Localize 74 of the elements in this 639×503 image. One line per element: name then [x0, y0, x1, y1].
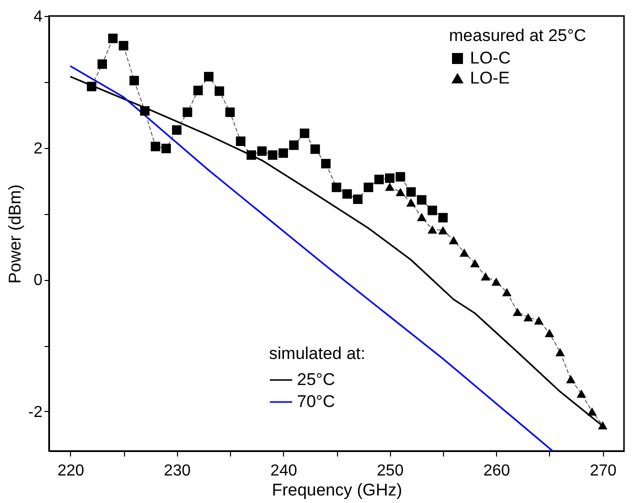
- point: [491, 278, 501, 286]
- point: [278, 148, 288, 158]
- point: [236, 136, 246, 146]
- legend-label: 25°C: [297, 370, 335, 389]
- point: [438, 212, 448, 222]
- point: [416, 195, 426, 205]
- point: [587, 407, 597, 416]
- point: [321, 158, 331, 168]
- x-tick-label: 270: [590, 462, 617, 480]
- point: [416, 212, 426, 222]
- point: [150, 142, 160, 152]
- point: [544, 328, 554, 338]
- x-axis-title: Frequency (GHz): [272, 480, 402, 500]
- point: [396, 172, 406, 182]
- point: [214, 86, 224, 96]
- point: [396, 188, 406, 196]
- y-axis-title: Power (dBm): [5, 184, 24, 284]
- point: [598, 421, 608, 430]
- point: [193, 86, 203, 96]
- point: [172, 125, 182, 135]
- point: [480, 272, 490, 280]
- legend-title: measured at 25°C: [449, 26, 586, 45]
- point: [576, 390, 586, 398]
- point: [129, 76, 139, 86]
- point: [566, 375, 576, 384]
- point: [268, 150, 278, 160]
- line-series: [69, 65, 554, 452]
- x-tick-label: 240: [270, 462, 298, 480]
- point: [385, 182, 394, 191]
- point: [428, 225, 438, 234]
- point: [448, 236, 458, 244]
- x-tick-label: 230: [164, 462, 191, 480]
- point: [108, 34, 118, 44]
- legend-label: 70°C: [297, 392, 335, 411]
- point: [470, 259, 480, 268]
- point: [534, 316, 544, 325]
- x-tick-label: 220: [57, 462, 84, 480]
- point: [353, 194, 363, 204]
- point: [502, 288, 512, 296]
- point: [523, 313, 533, 322]
- point: [428, 206, 438, 216]
- point: [182, 107, 192, 117]
- annotation: simulated at:: [269, 344, 366, 363]
- y-tick-label: 2: [34, 140, 43, 158]
- legend-label: LO-C: [470, 48, 511, 68]
- point: [246, 150, 256, 160]
- point: [118, 40, 128, 50]
- point: [310, 144, 320, 154]
- point: [332, 182, 342, 192]
- point: [342, 189, 352, 199]
- point: [364, 182, 374, 192]
- point: [406, 187, 416, 197]
- point: [225, 107, 235, 117]
- point: [140, 106, 150, 116]
- point: [555, 348, 565, 356]
- point: [204, 72, 214, 82]
- y-tick-label: -2: [28, 404, 43, 421]
- point: [512, 308, 522, 316]
- y-tick-label: 0: [34, 272, 43, 290]
- legend-label: LO-E: [470, 68, 510, 88]
- point: [98, 59, 107, 69]
- y-tick-label: 4: [34, 8, 43, 26]
- point: [460, 248, 470, 257]
- point: [300, 128, 310, 138]
- point: [161, 144, 171, 154]
- x-tick-label: 260: [483, 462, 510, 480]
- point: [289, 140, 299, 150]
- x-tick-label: 250: [376, 462, 404, 480]
- point: [374, 174, 384, 184]
- point: [257, 146, 267, 156]
- point: [406, 198, 416, 207]
- point: [385, 173, 394, 183]
- point: [438, 226, 448, 234]
- point: [86, 82, 96, 92]
